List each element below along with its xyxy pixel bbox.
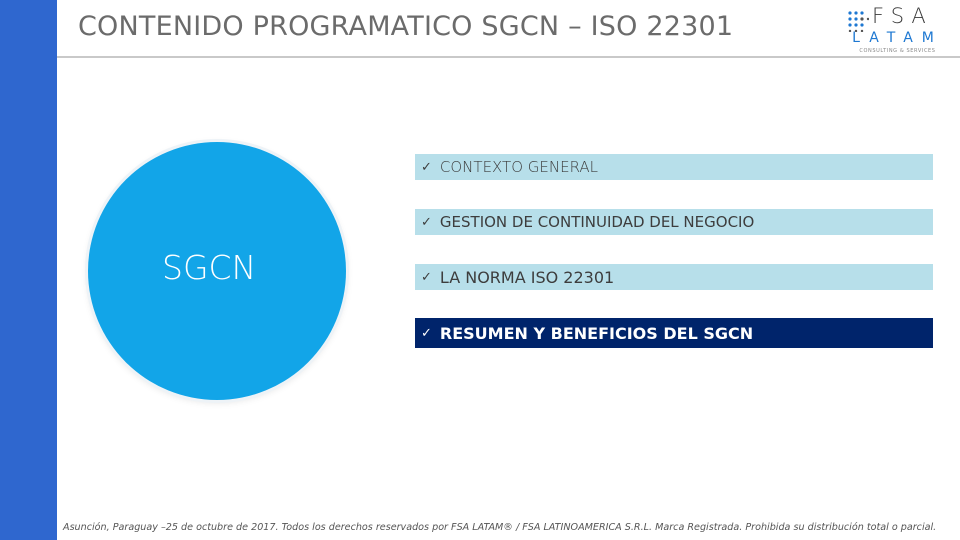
agenda-item-gestion-continuidad: ✓ GESTION DE CONTINUIDAD DEL NEGOCIO [415,209,933,235]
logo-dot-grid-icon [848,11,869,32]
agenda-item-label: RESUMEN Y BENEFICIOS DEL SGCN [439,323,754,343]
title-divider [57,56,960,58]
checkmark-icon: ✓ [421,325,432,341]
sgcn-circle-label: SGCN [162,248,257,287]
slide-title: CONTENIDO PROGRAMATICO SGCN – ISO 22301 [78,11,734,42]
agenda-item-contexto-general: ✓ CONTEXTO GENERAL [415,154,933,180]
agenda-item-label: LA NORMA ISO 22301 [439,267,615,287]
checkmark-icon: ✓ [421,214,432,230]
agenda-item-norma-iso: ✓ LA NORMA ISO 22301 [415,264,933,290]
logo-fsa-text: FSA [872,4,933,28]
agenda-item-resumen-beneficios: ✓ RESUMEN Y BENEFICIOS DEL SGCN [415,318,933,348]
agenda-item-label: GESTION DE CONTINUIDAD DEL NEGOCIO [439,213,755,231]
logo-tagline: CONSULTING & SERVICES [859,48,936,54]
footer-copyright: Asunción, Paraguay –25 de octubre de 201… [63,522,937,533]
checkmark-icon: ✓ [421,269,432,285]
agenda-item-label: CONTEXTO GENERAL [439,158,599,176]
checkmark-icon: ✓ [421,159,432,175]
left-accent-bar [0,0,57,540]
sgcn-circle [88,142,346,400]
fsa-latam-logo: FSA LATAM CONSULTING & SERVICES [845,4,950,54]
logo-latam-text: LATAM [852,30,943,46]
